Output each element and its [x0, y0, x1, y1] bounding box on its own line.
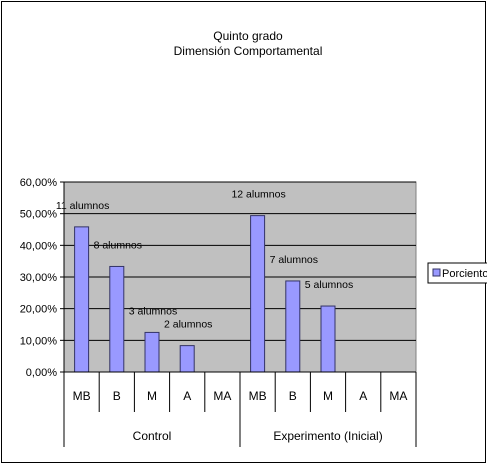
- x-category-label: MA: [389, 389, 407, 403]
- bar: [144, 331, 160, 373]
- x-category-label: MB: [73, 389, 91, 403]
- bar: [250, 215, 266, 373]
- y-tick-label: 30,00%: [20, 272, 58, 284]
- x-category-label: A: [183, 389, 191, 403]
- data-label: 2 alumnos: [164, 319, 212, 331]
- x-group-label: Control: [133, 429, 172, 443]
- y-tick-label: 60,00%: [20, 177, 58, 189]
- legend-swatch: [432, 268, 441, 277]
- legend-label: Porciento: [442, 268, 487, 280]
- x-group-label: Experimento (Inicial): [273, 429, 382, 443]
- data-labels: 11 alumnos 8 alumnos 3 alumnos 2 alumnos 12 …: [56, 189, 353, 331]
- x-category-label: M: [147, 389, 157, 403]
- x-category-label: B: [113, 389, 121, 403]
- data-label: 8 alumnos: [94, 239, 142, 251]
- bar: [320, 305, 336, 373]
- data-label: 5 alumnos: [305, 279, 353, 291]
- x-category-label: MA: [213, 389, 231, 403]
- y-tick-label: 20,00%: [20, 304, 58, 316]
- x-category-label: A: [359, 389, 367, 403]
- bar: [285, 280, 301, 373]
- chart-title-line-1: Quinto grado: [213, 29, 283, 43]
- legend: Porciento: [427, 262, 487, 284]
- chart-title-line-2: Dimensión Comportamental: [174, 44, 323, 58]
- y-tick-label: 50,00%: [20, 209, 58, 221]
- data-label: 11 alumnos: [56, 200, 110, 212]
- bars: [74, 215, 336, 373]
- legend-box: [427, 262, 487, 284]
- x-category-label: MB: [249, 389, 267, 403]
- y-axis: 0,00% 10,00% 20,00% 30,00% 40,00% 50,00% 60,00…: [20, 177, 65, 379]
- data-label: 12 alumnos: [231, 189, 285, 201]
- x-category-label: M: [323, 389, 333, 403]
- bar: [109, 265, 125, 373]
- data-label: 3 alumnos: [129, 305, 177, 317]
- bar: [74, 226, 90, 373]
- y-tick-label: 40,00%: [20, 240, 58, 252]
- y-tick-label: 0,00%: [26, 367, 57, 379]
- data-label: 7 alumnos: [270, 254, 318, 266]
- bar: [179, 345, 195, 373]
- y-tick-label: 10,00%: [20, 335, 58, 347]
- x-category-label: B: [289, 389, 297, 403]
